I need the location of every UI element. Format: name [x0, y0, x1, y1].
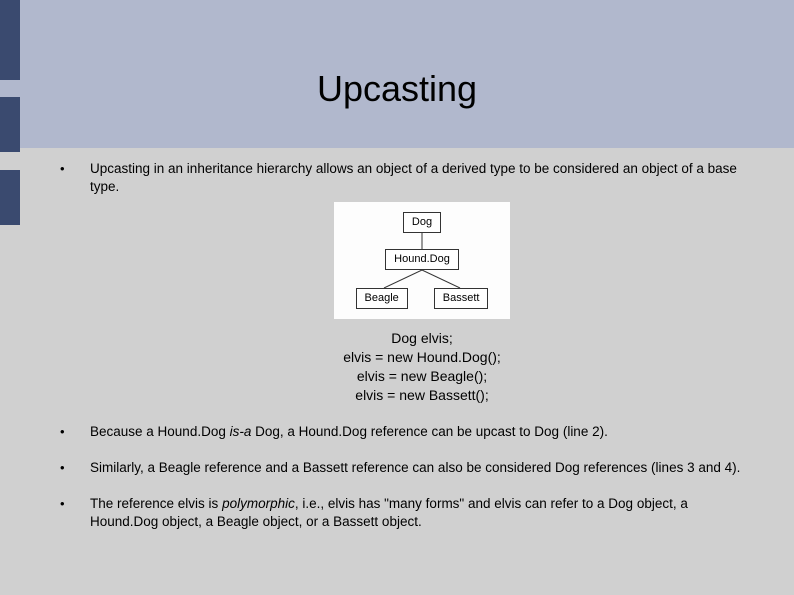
diagram-node-leaf-left: Beagle	[356, 288, 408, 309]
bullet-text-pre: The reference elvis is	[90, 496, 222, 511]
bullet-text-pre: Because a Hound.Dog	[90, 424, 230, 439]
code-line: elvis = new Beagle();	[90, 367, 754, 386]
bullet-text: Similarly, a Beagle reference and a Bass…	[90, 460, 740, 475]
bullet-text-em: polymorphic	[222, 496, 295, 511]
code-sample: Dog elvis; elvis = new Hound.Dog(); elvi…	[90, 329, 754, 405]
content-area: Upcasting in an inheritance hierarchy al…	[54, 160, 754, 549]
diagram-node-leaf-right: Bassett	[434, 288, 489, 309]
code-line: Dog elvis;	[90, 329, 754, 348]
bullet-item: Upcasting in an inheritance hierarchy al…	[54, 160, 754, 405]
diagram-node-root: Dog	[403, 212, 441, 233]
bullet-item: Similarly, a Beagle reference and a Bass…	[54, 459, 754, 477]
inheritance-diagram: Dog Hound.Dog Beagle	[90, 202, 754, 319]
diagram-edge	[402, 233, 442, 249]
bullet-text-em: is-a	[230, 424, 252, 439]
diagram-edge-split	[362, 270, 482, 288]
diagram-node-mid: Hound.Dog	[385, 249, 459, 270]
bullet-item: The reference elvis is polymorphic, i.e.…	[54, 495, 754, 531]
code-line: elvis = new Hound.Dog();	[90, 348, 754, 367]
code-line: elvis = new Bassett();	[90, 386, 754, 405]
bullet-item: Because a Hound.Dog is-a Dog, a Hound.Do…	[54, 423, 754, 441]
bullet-text: Upcasting in an inheritance hierarchy al…	[90, 161, 737, 194]
side-accent-bar	[0, 170, 20, 225]
page-title: Upcasting	[0, 68, 794, 110]
bullet-text-post: Dog, a Hound.Dog reference can be upcast…	[251, 424, 607, 439]
